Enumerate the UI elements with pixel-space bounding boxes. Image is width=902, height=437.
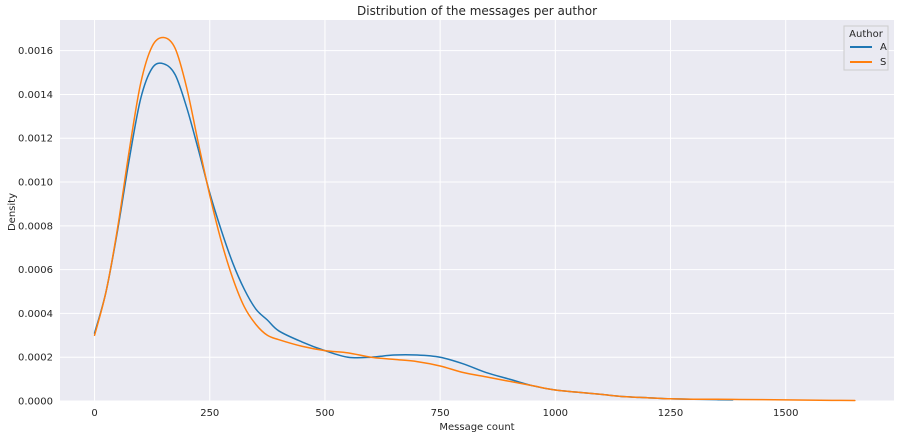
x-tick-label: 250: [200, 408, 219, 419]
x-tick-label: 750: [431, 408, 450, 419]
plot-area: [60, 20, 894, 401]
x-tick-labels: 0 250 500 750 1000 1250 1500: [91, 408, 798, 419]
x-tick-label: 0: [91, 408, 97, 419]
legend: Author AS: [843, 25, 889, 71]
y-tick-label: 0.0000: [18, 397, 53, 408]
legend-label-s: S: [880, 57, 886, 68]
x-grid: [94, 20, 787, 401]
x-tick-label: 1500: [773, 408, 798, 419]
x-tick-label: 500: [315, 408, 334, 419]
legend-label-a: A: [880, 42, 887, 53]
x-axis-label: Message count: [439, 422, 514, 433]
x-tick-label: 1000: [543, 408, 568, 419]
legend-items: AS: [850, 42, 887, 68]
y-grid: [60, 50, 894, 402]
y-tick-label: 0.0014: [18, 90, 53, 101]
y-tick-label: 0.0016: [18, 46, 53, 57]
legend-title: Author: [849, 29, 884, 40]
y-tick-label: 0.0012: [18, 134, 53, 145]
series-lines: [93, 36, 856, 402]
chart-title: Distribution of the messages per author: [357, 4, 597, 18]
y-tick-labels: 0.0000 0.0002 0.0004 0.0006 0.0008 0.0010 0.00…: [18, 46, 53, 407]
x-tick-label: 1250: [658, 408, 683, 419]
y-tick-label: 0.0010: [18, 178, 53, 189]
y-tick-label: 0.0008: [18, 221, 53, 232]
y-tick-label: 0.0006: [18, 265, 53, 276]
series-line-s: [93, 36, 856, 402]
y-axis-label: Density: [7, 193, 18, 231]
y-tick-label: 0.0002: [18, 353, 53, 364]
y-tick-label: 0.0004: [18, 309, 53, 320]
